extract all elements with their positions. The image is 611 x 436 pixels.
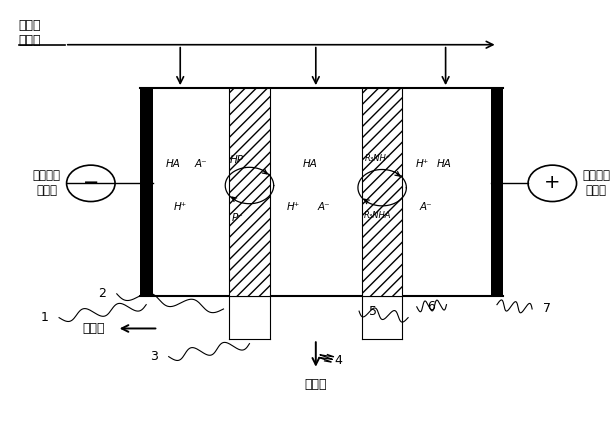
Text: R₃NH⁺: R₃NH⁺ [365,154,390,163]
Text: −: − [82,173,99,192]
Bar [362,88,402,296]
Text: P⁻: P⁻ [232,213,244,223]
Text: A⁻: A⁻ [420,202,432,212]
Text: HA: HA [437,159,452,169]
Text: 6: 6 [427,300,435,313]
Text: H⁺: H⁺ [415,159,429,169]
Text: HA: HA [166,159,181,169]
Text: A⁻: A⁻ [195,159,207,169]
Text: H⁺: H⁺ [174,202,186,212]
Text: HP: HP [230,154,244,164]
Bar [491,88,503,296]
Text: 接直流电
源负极: 接直流电 源负极 [33,169,61,198]
Text: 1: 1 [41,311,49,324]
Bar [229,88,269,296]
Text: 淡化液: 淡化液 [304,378,327,391]
Bar [140,88,153,296]
Text: A⁻: A⁻ [318,202,330,212]
Text: 3: 3 [150,350,158,363]
Text: 5: 5 [370,305,378,318]
Text: R₃NHA: R₃NHA [364,211,391,220]
Text: 2: 2 [98,287,106,300]
Text: 有机酸
稀溶液: 有机酸 稀溶液 [19,19,41,47]
Text: +: + [544,173,560,192]
Text: 7: 7 [543,303,551,316]
Text: 浓缩液: 浓缩液 [82,322,105,335]
Text: 接直流电
源正极: 接直流电 源正极 [582,169,610,198]
Text: HA: HA [302,159,318,169]
Text: H⁺: H⁺ [287,202,300,212]
Text: 4: 4 [335,354,343,368]
